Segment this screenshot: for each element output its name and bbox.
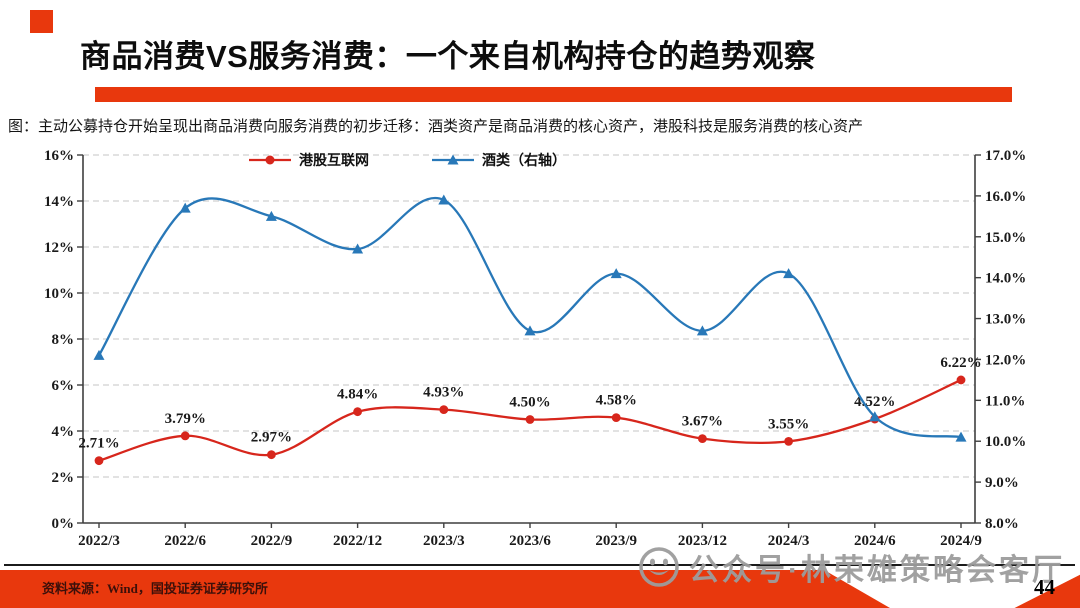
svg-text:16%: 16%	[44, 148, 74, 164]
svg-text:11.0%: 11.0%	[985, 393, 1025, 409]
page-number: 44	[1034, 575, 1055, 599]
legend-item-liquor: 酒类（右轴）	[431, 150, 566, 170]
svg-text:12%: 12%	[44, 240, 74, 256]
svg-text:4.52%: 4.52%	[854, 394, 895, 410]
svg-text:2023/9: 2023/9	[595, 533, 637, 549]
svg-text:4.93%: 4.93%	[423, 385, 464, 401]
figure-caption: 图：主动公募持仓开始呈现出商品消费向服务消费的初步迁移：酒类资产是商品消费的核心…	[8, 118, 864, 135]
svg-text:2022/3: 2022/3	[78, 533, 120, 549]
series-港股互联网: 2.71% 3.79% 2.97% 4.84% 4.93% 4.50% 4.58% 3.67%…	[78, 355, 982, 466]
gridlines	[83, 154, 975, 478]
svg-text:12.0%: 12.0%	[985, 352, 1026, 368]
svg-text:3.67%: 3.67%	[682, 414, 723, 430]
legend-item-hk-internet: 港股互联网	[248, 150, 369, 170]
blue-line-triangle-marker-icon	[432, 154, 474, 165]
svg-text:2022/9: 2022/9	[251, 533, 293, 549]
svg-text:2024/3: 2024/3	[768, 533, 810, 549]
svg-text:10%: 10%	[44, 286, 74, 302]
svg-text:2023/12: 2023/12	[678, 533, 727, 549]
svg-text:2022/6: 2022/6	[164, 533, 206, 549]
svg-text:6%: 6%	[52, 378, 75, 394]
svg-text:14%: 14%	[44, 194, 74, 210]
svg-text:16.0%: 16.0%	[985, 189, 1026, 205]
svg-text:15.0%: 15.0%	[985, 230, 1026, 246]
svg-text:13.0%: 13.0%	[985, 312, 1026, 328]
svg-text:4%: 4%	[52, 424, 75, 440]
svg-text:6.22%: 6.22%	[940, 355, 981, 371]
line-chart: 0% 2% 4% 6% 8% 10% 12% 14% 16% 8.0% 9.0% 10.0% 11.0%…	[44, 148, 1026, 549]
svg-text:2.71%: 2.71%	[78, 436, 119, 452]
svg-text:17.0%: 17.0%	[985, 148, 1026, 164]
svg-text:4.50%: 4.50%	[509, 395, 550, 411]
page-title: 商品消费VS服务消费：一个来自机构持仓的趋势观察	[80, 39, 816, 74]
chart-legend: 港股互联网 酒类（右轴）	[248, 150, 566, 170]
wechat-face-icon	[639, 547, 679, 587]
svg-text:2024/9: 2024/9	[940, 533, 982, 549]
legend-label: 酒类（右轴）	[482, 152, 566, 168]
watermark-text: 公众号·林荣雄策略会客厅	[689, 554, 1065, 587]
legend-label: 港股互联网	[299, 152, 369, 168]
footer-red-band	[0, 570, 890, 608]
svg-text:0%: 0%	[52, 516, 75, 532]
svg-text:8%: 8%	[52, 332, 75, 348]
svg-text:4.58%: 4.58%	[596, 393, 637, 409]
svg-text:2022/12: 2022/12	[333, 533, 382, 549]
footer-divider	[4, 564, 1075, 566]
source-note: 资料来源：Wind，国投证券证券研究所	[42, 581, 268, 596]
red-line-circle-marker-icon	[249, 155, 291, 165]
svg-text:14.0%: 14.0%	[985, 271, 1026, 287]
accent-square	[30, 10, 53, 33]
watermark: 公众号·林荣雄策略会客厅	[638, 545, 1065, 589]
svg-text:8.0%: 8.0%	[985, 516, 1019, 532]
svg-text:2.97%: 2.97%	[251, 430, 292, 446]
svg-text:2024/6: 2024/6	[854, 533, 896, 549]
svg-text:2023/3: 2023/3	[423, 533, 465, 549]
svg-text:2%: 2%	[52, 470, 75, 486]
svg-text:10.0%: 10.0%	[985, 434, 1026, 450]
series-酒类（右轴）	[93, 194, 967, 442]
svg-text:9.0%: 9.0%	[985, 475, 1019, 491]
svg-text:3.79%: 3.79%	[165, 411, 206, 427]
svg-text:4.84%: 4.84%	[337, 387, 378, 403]
svg-text:3.55%: 3.55%	[768, 416, 809, 432]
title-underline	[95, 87, 1012, 102]
axes: 0% 2% 4% 6% 8% 10% 12% 14% 16% 8.0% 9.0% 10.0% 11.0%…	[44, 148, 1026, 549]
svg-text:2023/6: 2023/6	[509, 533, 551, 549]
